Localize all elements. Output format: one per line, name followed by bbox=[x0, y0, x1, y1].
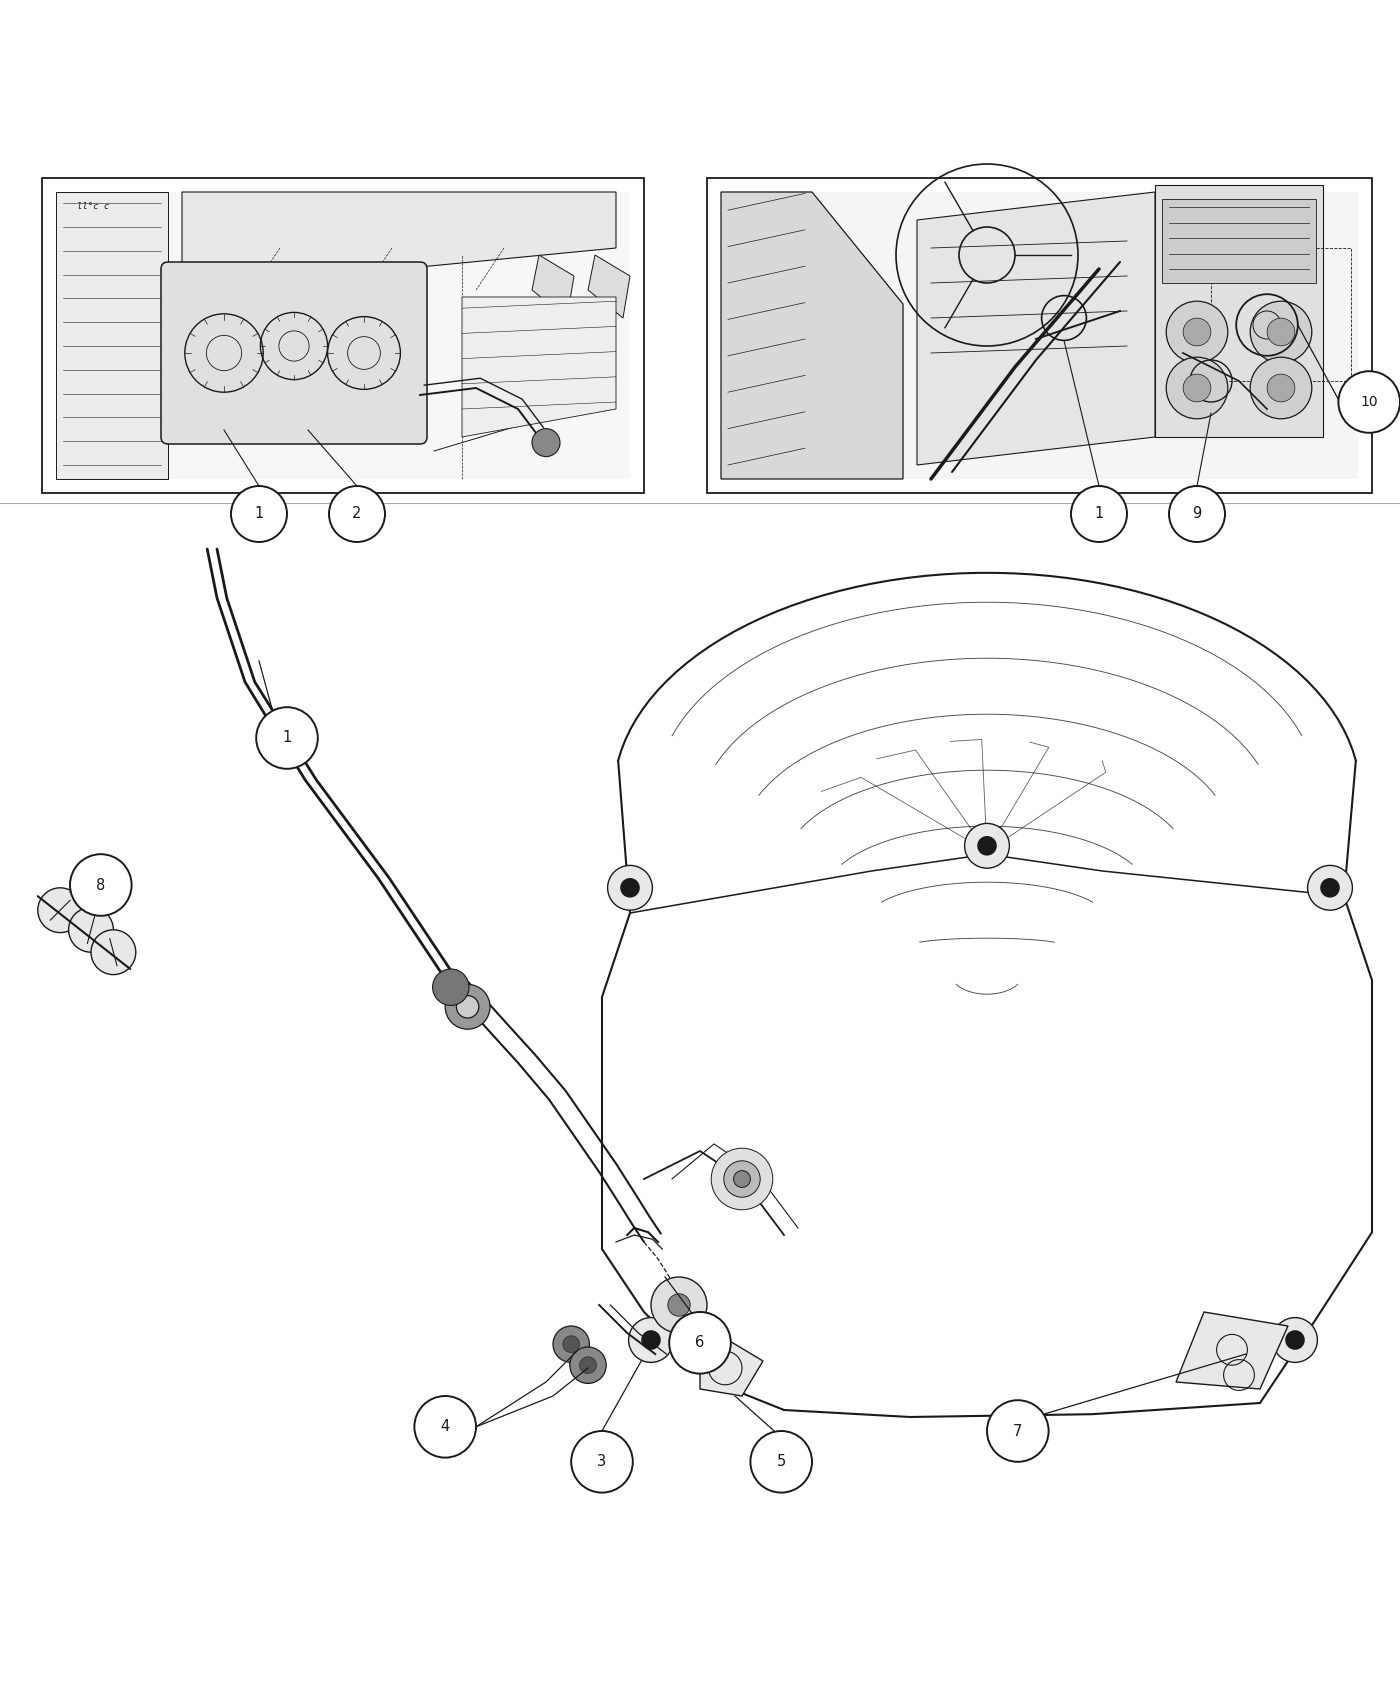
Circle shape bbox=[734, 1171, 750, 1187]
Circle shape bbox=[724, 1161, 760, 1197]
Circle shape bbox=[1308, 865, 1352, 910]
Circle shape bbox=[1169, 486, 1225, 542]
Circle shape bbox=[456, 996, 479, 1018]
Text: 2: 2 bbox=[353, 507, 361, 522]
Circle shape bbox=[1071, 486, 1127, 542]
Circle shape bbox=[750, 1431, 812, 1493]
Circle shape bbox=[38, 887, 83, 933]
Text: 6: 6 bbox=[696, 1334, 704, 1350]
Circle shape bbox=[668, 1294, 690, 1316]
Text: 5: 5 bbox=[777, 1454, 785, 1469]
Circle shape bbox=[91, 930, 136, 974]
Circle shape bbox=[987, 1401, 1049, 1462]
Text: 4: 4 bbox=[441, 1420, 449, 1435]
FancyBboxPatch shape bbox=[1155, 185, 1323, 437]
Polygon shape bbox=[56, 192, 168, 479]
Circle shape bbox=[1338, 371, 1400, 434]
Circle shape bbox=[1250, 357, 1312, 418]
Circle shape bbox=[256, 707, 318, 768]
Circle shape bbox=[669, 1312, 731, 1374]
Circle shape bbox=[570, 1346, 606, 1384]
Polygon shape bbox=[182, 192, 616, 291]
Text: 1: 1 bbox=[283, 731, 291, 746]
Circle shape bbox=[641, 1329, 661, 1350]
Circle shape bbox=[563, 1336, 580, 1353]
Polygon shape bbox=[532, 255, 574, 318]
Text: 7: 7 bbox=[1014, 1423, 1022, 1438]
Polygon shape bbox=[721, 192, 903, 479]
Circle shape bbox=[329, 486, 385, 542]
Circle shape bbox=[69, 908, 113, 952]
Circle shape bbox=[965, 823, 1009, 869]
Circle shape bbox=[651, 1277, 707, 1333]
Circle shape bbox=[1273, 1318, 1317, 1362]
FancyBboxPatch shape bbox=[707, 178, 1372, 493]
Circle shape bbox=[1250, 301, 1312, 362]
Circle shape bbox=[433, 969, 469, 1005]
Circle shape bbox=[1320, 877, 1340, 898]
FancyBboxPatch shape bbox=[42, 178, 644, 493]
Text: ll°c c: ll°c c bbox=[77, 202, 109, 211]
Circle shape bbox=[1267, 318, 1295, 345]
Circle shape bbox=[231, 486, 287, 542]
Circle shape bbox=[414, 1396, 476, 1457]
Circle shape bbox=[532, 428, 560, 457]
Circle shape bbox=[571, 1431, 633, 1493]
Text: 3: 3 bbox=[598, 1454, 606, 1469]
FancyBboxPatch shape bbox=[1162, 199, 1316, 282]
Circle shape bbox=[580, 1357, 596, 1374]
Circle shape bbox=[1183, 374, 1211, 401]
Circle shape bbox=[620, 877, 640, 898]
Text: 1: 1 bbox=[1095, 507, 1103, 522]
Circle shape bbox=[977, 836, 997, 855]
Polygon shape bbox=[700, 1340, 763, 1396]
Text: 1: 1 bbox=[255, 507, 263, 522]
Circle shape bbox=[711, 1148, 773, 1210]
Circle shape bbox=[1183, 318, 1211, 345]
Circle shape bbox=[1267, 374, 1295, 401]
Circle shape bbox=[70, 853, 132, 916]
Circle shape bbox=[445, 984, 490, 1028]
Polygon shape bbox=[721, 192, 1358, 479]
Text: 9: 9 bbox=[1193, 507, 1201, 522]
Circle shape bbox=[629, 1318, 673, 1362]
Polygon shape bbox=[917, 192, 1155, 466]
FancyBboxPatch shape bbox=[161, 262, 427, 444]
Polygon shape bbox=[56, 192, 630, 479]
Polygon shape bbox=[1176, 1312, 1288, 1389]
Polygon shape bbox=[588, 255, 630, 318]
Circle shape bbox=[1166, 357, 1228, 418]
Circle shape bbox=[1285, 1329, 1305, 1350]
Polygon shape bbox=[462, 298, 616, 437]
Text: 8: 8 bbox=[97, 877, 105, 893]
Circle shape bbox=[608, 865, 652, 910]
Circle shape bbox=[1166, 301, 1228, 362]
Circle shape bbox=[553, 1326, 589, 1362]
Text: 10: 10 bbox=[1361, 394, 1378, 410]
